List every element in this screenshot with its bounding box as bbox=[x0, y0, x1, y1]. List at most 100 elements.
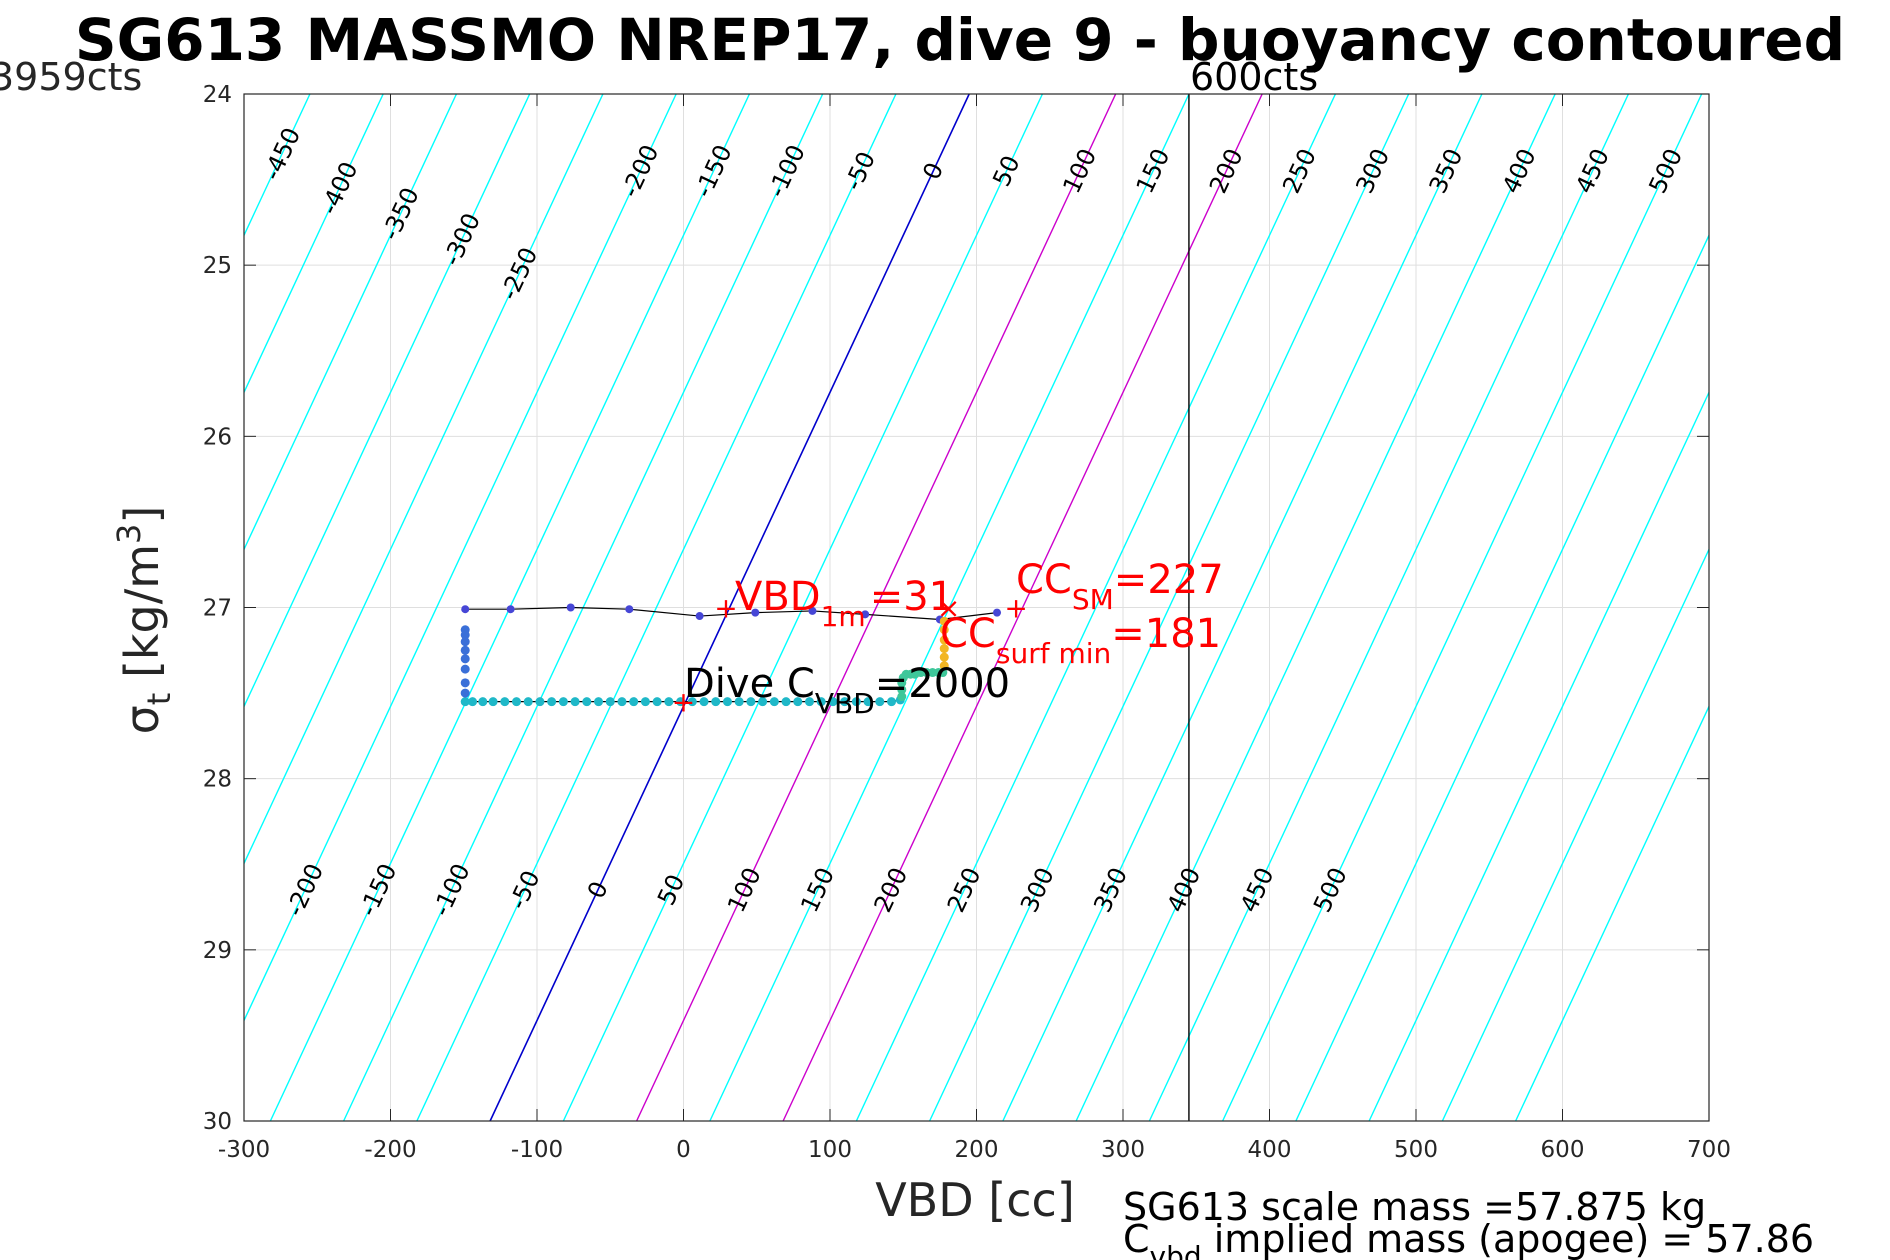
data-point-dive-bottom bbox=[605, 697, 615, 707]
y-tick-label: 26 bbox=[203, 424, 232, 450]
y-tick-label: 30 bbox=[203, 1109, 232, 1135]
contour-label-top: 150 bbox=[1131, 144, 1176, 197]
x-tick-label: 300 bbox=[1101, 1137, 1145, 1163]
annotation-ccsurf-main: CC bbox=[940, 611, 996, 657]
y-tick-label: 29 bbox=[203, 938, 232, 964]
data-point-dive-bottom bbox=[547, 697, 557, 707]
x-tick-label: 200 bbox=[955, 1137, 999, 1163]
data-series bbox=[460, 603, 1002, 707]
data-point-climb bbox=[566, 603, 575, 612]
footnote-implied-mass-sub: vbd bbox=[1150, 1240, 1202, 1260]
data-point-dive-bottom bbox=[500, 697, 510, 707]
data-point-dive-bottom bbox=[863, 697, 873, 707]
contour-label-top: 250 bbox=[1277, 144, 1322, 197]
data-point-climb bbox=[625, 605, 634, 614]
contour-label-bottom: -100 bbox=[427, 859, 475, 920]
contour-label-top: 350 bbox=[1424, 144, 1469, 197]
data-point-dive-bottom bbox=[699, 697, 709, 707]
contour-label-top: -400 bbox=[315, 158, 363, 219]
annotation-ccsurf: CCsurf min=181 bbox=[940, 611, 1221, 670]
data-point-dive-bottom bbox=[875, 697, 885, 707]
data-point-surface bbox=[939, 635, 949, 645]
x-tick-label: 100 bbox=[808, 1137, 852, 1163]
contour-label-bottom: 450 bbox=[1235, 863, 1280, 916]
red-markers: + + + × bbox=[672, 592, 1028, 719]
x-tick-label: -200 bbox=[364, 1137, 416, 1163]
contour-label-top: 100 bbox=[1057, 144, 1102, 197]
data-point-dive-bottom bbox=[769, 697, 779, 707]
annotation-ccsurf-value: =181 bbox=[1111, 611, 1221, 657]
annotation-dive-cvbd-sub: VBD bbox=[815, 687, 875, 720]
data-point-dive-bottom bbox=[664, 697, 674, 707]
contour-label-bottom: 100 bbox=[722, 863, 767, 916]
annotation-vbd1m-main: VBD bbox=[735, 574, 821, 620]
annotation-ccsm-main: CC bbox=[1016, 557, 1072, 603]
y-axis-label-close: ] bbox=[115, 506, 169, 524]
x-tick-label: 0 bbox=[676, 1137, 691, 1163]
contour-line bbox=[244, 94, 531, 709]
data-point-surface bbox=[939, 616, 949, 626]
contour-label-bottom: 0 bbox=[582, 877, 614, 903]
contour-label-top: -450 bbox=[258, 123, 306, 184]
data-point-dive-bottom bbox=[468, 697, 478, 707]
x-axis-label: VBD [cc] bbox=[875, 1173, 1075, 1227]
contour-label-top: -150 bbox=[689, 140, 737, 201]
y-axis-label: σt [kg/m3] bbox=[110, 506, 178, 735]
data-point-right-edge bbox=[897, 685, 907, 695]
data-point-right-edge bbox=[938, 668, 948, 678]
contour-line bbox=[244, 94, 677, 1023]
x-tick-label: 400 bbox=[1248, 1137, 1292, 1163]
data-point-dive-bottom bbox=[558, 697, 568, 707]
data-point-dive-bottom bbox=[640, 697, 650, 707]
data-point-left-edge bbox=[460, 688, 470, 698]
marker: + bbox=[672, 686, 695, 719]
data-point-dive-bottom bbox=[851, 697, 861, 707]
y-tick-label: 25 bbox=[203, 253, 232, 279]
x-tick-label: -300 bbox=[218, 1137, 270, 1163]
data-point-climb bbox=[695, 612, 704, 621]
data-point-climb bbox=[751, 608, 760, 617]
annotation-ccsm-value: =227 bbox=[1114, 557, 1224, 603]
contour-label-bottom: 350 bbox=[1088, 863, 1133, 916]
data-point-left-edge bbox=[460, 678, 470, 688]
contour-label-top: -350 bbox=[376, 183, 424, 244]
footnote-scale-mass: SG613 scale mass =57.875 kg bbox=[1123, 1185, 1706, 1229]
contour-line bbox=[244, 94, 458, 552]
data-point-dive-bottom bbox=[511, 697, 521, 707]
contour-label-top: -250 bbox=[495, 243, 543, 304]
contour-label-top: -300 bbox=[438, 209, 486, 270]
y-axis-label-sup: 3 bbox=[110, 524, 148, 544]
contour-label-bottom: -150 bbox=[354, 859, 402, 920]
contour-label-top: -200 bbox=[616, 140, 664, 201]
annotation-ccsm-sub: SM bbox=[1072, 583, 1114, 616]
data-point-left-edge bbox=[460, 654, 470, 664]
contour-line-highlight bbox=[635, 94, 1117, 1121]
annotation-vbd1m: VBD1m =31 bbox=[735, 574, 954, 633]
data-point-dive-bottom bbox=[582, 697, 592, 707]
y-axis-label-sub: t bbox=[140, 693, 178, 706]
data-point-left-edge bbox=[460, 630, 470, 640]
data-point-dive-bottom bbox=[629, 697, 639, 707]
x-tick-label: 600 bbox=[1541, 1137, 1585, 1163]
contour-line bbox=[1368, 390, 1709, 1121]
climb-track-line bbox=[465, 606, 998, 621]
data-point-left-edge bbox=[460, 664, 470, 674]
contour-label-top: -100 bbox=[763, 140, 811, 201]
data-point-surface bbox=[939, 652, 949, 662]
data-point-dive-bottom bbox=[734, 697, 744, 707]
data-point-dive-bottom bbox=[478, 697, 488, 707]
y-tick-label: 28 bbox=[203, 767, 232, 793]
data-point-dive-bottom bbox=[781, 697, 791, 707]
contour-label-top: 50 bbox=[987, 151, 1025, 191]
contour-line bbox=[1221, 94, 1703, 1121]
data-point-right-edge bbox=[897, 692, 907, 702]
data-point-climb bbox=[506, 605, 515, 614]
data-point-dive-bottom bbox=[687, 697, 697, 707]
footnote-implied-mass: Cvbd implied mass (apogee) = 57.86 bbox=[1123, 1217, 1814, 1260]
contour-label-top: -50 bbox=[839, 147, 881, 194]
marker: + bbox=[714, 592, 737, 625]
contour-line-zero bbox=[489, 94, 970, 1121]
data-point-dive-bottom bbox=[535, 697, 545, 707]
x-tick-label: 700 bbox=[1687, 1137, 1731, 1163]
